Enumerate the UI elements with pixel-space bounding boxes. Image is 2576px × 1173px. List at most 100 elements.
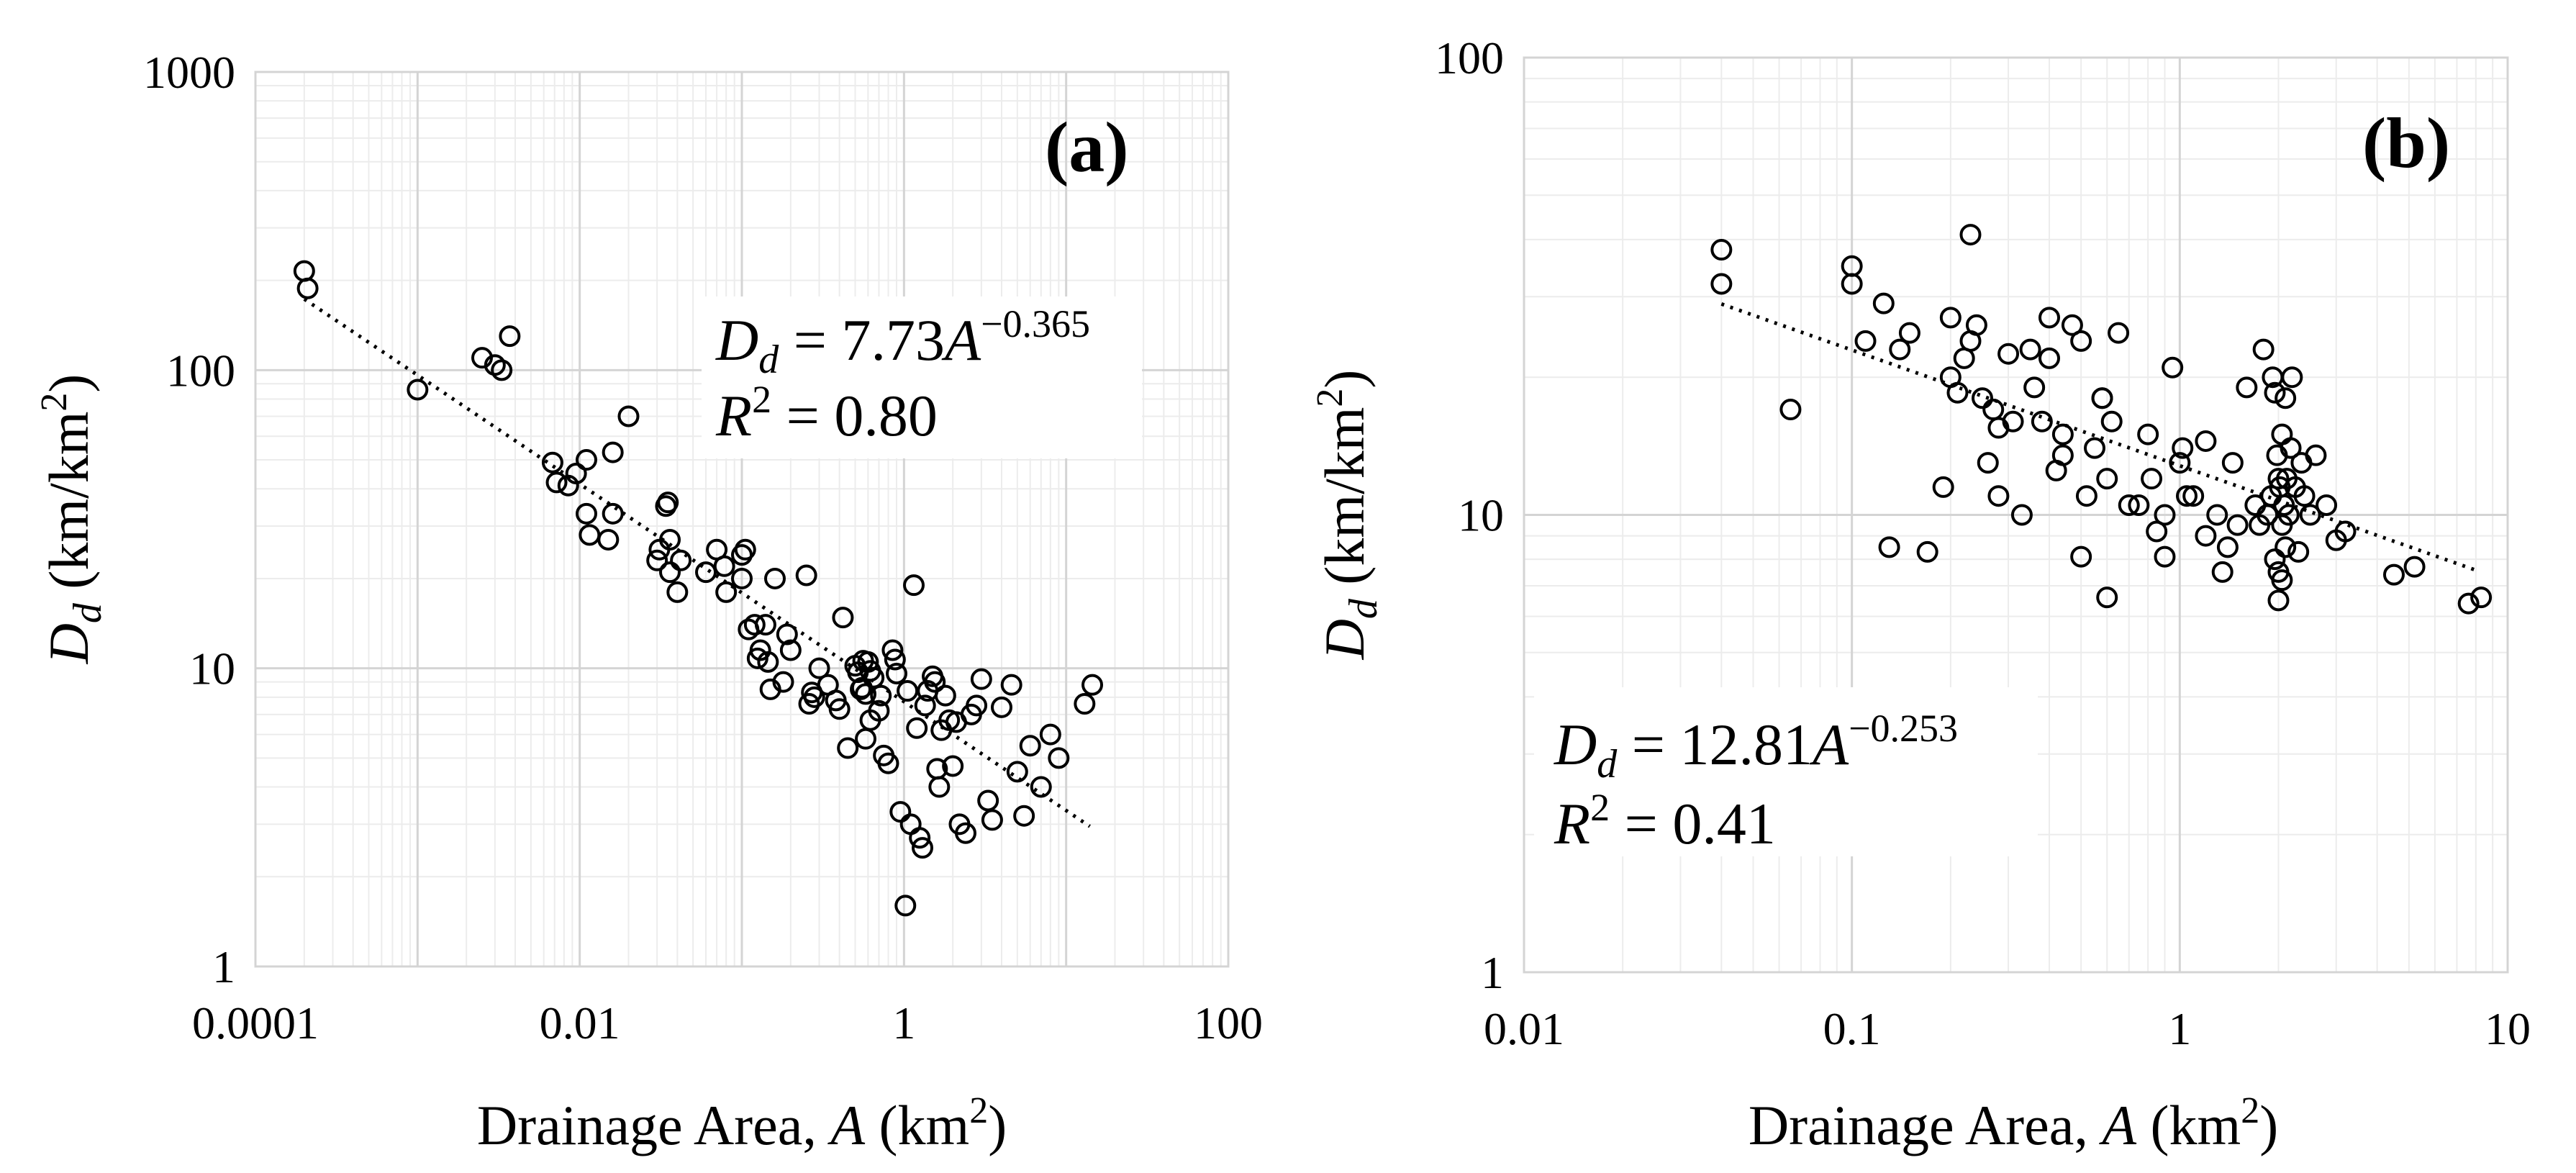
panel-a-data-point bbox=[966, 694, 988, 717]
panel-a-data-point bbox=[646, 549, 668, 571]
panel-a-y-tick-label: 100 bbox=[166, 345, 235, 396]
panel-b-data-point bbox=[1997, 343, 2020, 365]
panel-a-data-point bbox=[541, 451, 563, 474]
panel-a-data-point bbox=[909, 827, 931, 849]
panel-b-data-point bbox=[2252, 338, 2275, 361]
panel-b-data-point bbox=[1939, 366, 1962, 389]
panel-b-data-point bbox=[2019, 338, 2041, 361]
panel-b-data-point bbox=[2264, 548, 2286, 571]
panel-a-data-point bbox=[798, 693, 820, 715]
panel-a-data-point bbox=[695, 561, 717, 584]
panel-a-data-point bbox=[924, 671, 946, 693]
panel-b-data-point bbox=[2118, 494, 2140, 517]
panel-b-data-point bbox=[2038, 347, 2061, 369]
panel-a: 1 10 100 1000 0.0001 0.01 1 100 Dd = 7.73A−0.3… bbox=[34, 47, 1263, 1156]
panel-b-x-tick-label: 1 bbox=[2168, 1003, 2191, 1054]
panel-b-data-point bbox=[2271, 423, 2293, 445]
panel-a-data-point bbox=[1006, 761, 1028, 783]
panel-b-data-point bbox=[1854, 330, 1877, 352]
panel-a-data-point bbox=[407, 379, 429, 401]
panel-a-data-point bbox=[945, 711, 967, 733]
panel-a-data-point bbox=[499, 325, 521, 348]
panel-a-x-axis-title: Drainage Area, A (km2) bbox=[477, 1090, 1007, 1156]
panel-a-data-point bbox=[884, 648, 906, 671]
panel-a-data-point bbox=[832, 607, 854, 629]
panel-b-data-point bbox=[2275, 387, 2297, 409]
panel-a-data-point bbox=[1074, 693, 1096, 715]
panel-a-data-point bbox=[889, 801, 912, 823]
panel-a-data-point bbox=[837, 737, 859, 759]
panel-a-data-point bbox=[870, 684, 892, 707]
panel-b-y-tick-label: 1 bbox=[1481, 947, 1504, 998]
panel-a-data-point bbox=[1081, 674, 1104, 696]
panel-b-data-point bbox=[1932, 476, 1954, 498]
panel-b-data-point bbox=[2141, 468, 2163, 490]
panel-a-data-point bbox=[734, 538, 756, 561]
panel-a-data-point bbox=[1013, 805, 1035, 827]
panel-b-data-point bbox=[2275, 536, 2297, 558]
panel-b-data-point bbox=[1878, 536, 1900, 558]
panel-a-data-point bbox=[659, 561, 681, 584]
panel-b-plot-frame bbox=[1523, 56, 2509, 974]
panel-b-data-point bbox=[2267, 589, 2290, 612]
panel-b-data-point bbox=[2290, 452, 2313, 474]
panel-b-x-tick-label: 10 bbox=[2485, 1003, 2531, 1054]
panel-a-data-point bbox=[575, 502, 597, 525]
panel-b-x-tick-label: 0.1 bbox=[1823, 1003, 1881, 1054]
panel-a-data-point bbox=[903, 574, 925, 597]
panel-a-data-point bbox=[828, 698, 851, 720]
panel-a-data-point bbox=[776, 623, 798, 646]
panel-a-data-point bbox=[617, 405, 640, 427]
panel-b-points bbox=[1710, 224, 2493, 615]
panel-a-data-point bbox=[1019, 735, 1041, 757]
panel-a-data-point bbox=[912, 837, 934, 859]
panel-a-data-point bbox=[713, 555, 735, 577]
panel-a-data-point bbox=[808, 657, 830, 679]
panel-a-data-point bbox=[881, 639, 904, 661]
panel-b-trendline-group bbox=[1720, 302, 2480, 574]
panel-a-data-point bbox=[914, 694, 936, 717]
panel-a-y-tick-label: 1 bbox=[212, 941, 235, 992]
panel-b-data-point bbox=[1898, 322, 1920, 344]
panel-a-data-point bbox=[657, 492, 679, 514]
panel-a-x-tick-label: 100 bbox=[1194, 997, 1263, 1049]
panel-b-data-point bbox=[2281, 366, 2303, 389]
panel-a-data-point bbox=[757, 651, 779, 673]
panel-b: 1 10 100 0.01 0.1 1 10 Dd = 12.81A−0.253 R2 =… bbox=[1310, 32, 2531, 1156]
panel-b-data-point bbox=[2175, 485, 2198, 507]
panel-b-data-point bbox=[2305, 444, 2327, 466]
panel-a-data-point bbox=[894, 895, 917, 917]
panel-b-data-point bbox=[2293, 485, 2316, 507]
panel-a-data-point bbox=[659, 528, 681, 551]
panel-b-data-point bbox=[2271, 569, 2293, 592]
panel-a-label: (a) bbox=[1045, 107, 1129, 187]
panel-a-plot-frame bbox=[254, 71, 1230, 968]
panel-a-data-point bbox=[575, 449, 597, 471]
panel-b-trendline bbox=[1720, 302, 2480, 574]
panel-b-data-point bbox=[1916, 540, 1938, 563]
panel-a-data-point bbox=[934, 684, 956, 707]
panel-a-data-point bbox=[877, 752, 899, 774]
panel-b-data-point bbox=[2038, 307, 2061, 329]
panel-a-data-point bbox=[565, 463, 587, 485]
panel-a-data-point bbox=[763, 567, 786, 589]
panel-b-equation-box bbox=[1534, 687, 2038, 856]
panel-b-data-point bbox=[2023, 376, 2046, 399]
panel-b-data-point bbox=[2211, 561, 2233, 583]
panel-b-data-point bbox=[2221, 452, 2244, 474]
panel-a-data-point bbox=[602, 441, 624, 463]
panel-a-x-tick-label: 1 bbox=[892, 997, 915, 1049]
panel-b-data-point bbox=[2195, 430, 2217, 452]
panel-b-data-point bbox=[2154, 545, 2176, 568]
panel-b-data-point bbox=[2169, 452, 2191, 474]
panel-b-data-point bbox=[2264, 381, 2286, 404]
panel-a-data-point bbox=[795, 564, 817, 586]
panel-a-equation-box bbox=[702, 296, 1142, 458]
panel-b-data-point bbox=[2457, 592, 2480, 615]
panel-a-data-point bbox=[545, 471, 568, 494]
panel-a-x-tick-label: 0.01 bbox=[540, 997, 620, 1049]
panel-a-data-point bbox=[731, 567, 753, 589]
panel-b-data-point bbox=[2299, 504, 2321, 526]
panel-b-data-point bbox=[2108, 322, 2130, 344]
